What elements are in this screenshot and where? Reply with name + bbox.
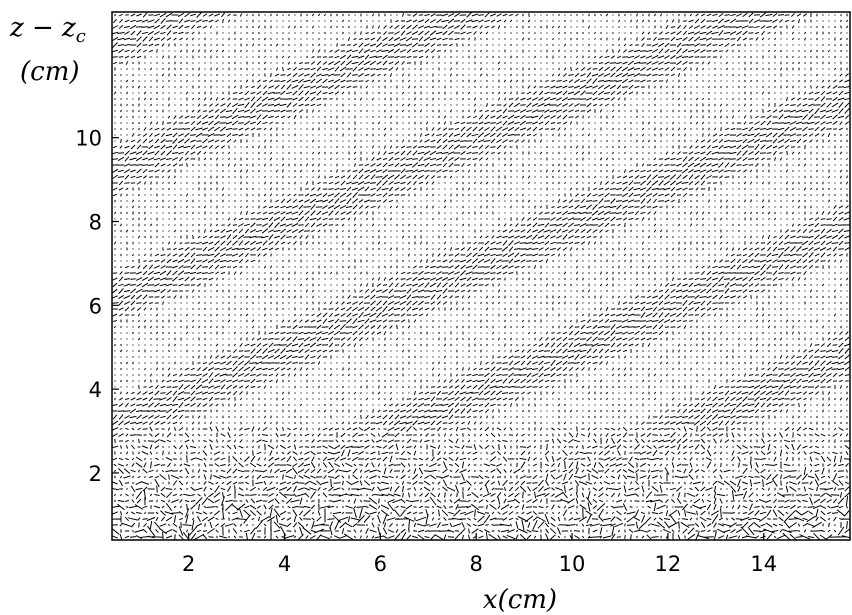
velocity-vectors — [112, 12, 850, 540]
x-axis-ticks: 2 4 6 8 10 12 14 — [182, 533, 777, 576]
y-tick-label: 8 — [89, 211, 102, 235]
y-tick-label: 4 — [89, 378, 102, 402]
x-tick-label: 4 — [278, 552, 291, 576]
x-axis-label: x(cm) — [483, 585, 557, 615]
x-tick-label: 10 — [559, 552, 586, 576]
y-tick-label: 6 — [89, 294, 102, 318]
y-axis-label-line1: z − zc — [9, 13, 86, 47]
y-axis-ticks: 2 4 6 8 10 — [75, 127, 119, 486]
x-tick-label: 14 — [750, 552, 777, 576]
y-axis-label-line2: (cm) — [20, 57, 80, 87]
x-tick-label: 12 — [655, 552, 682, 576]
plot-frame — [111, 11, 851, 541]
y-axis-label-subscript: c — [76, 26, 86, 47]
vector-field — [112, 12, 850, 540]
x-tick-label: 2 — [182, 552, 195, 576]
x-tick-label: 8 — [470, 552, 483, 576]
y-tick-label: 2 — [89, 462, 102, 486]
y-tick-label: 10 — [75, 127, 102, 151]
x-tick-label: 6 — [374, 552, 387, 576]
